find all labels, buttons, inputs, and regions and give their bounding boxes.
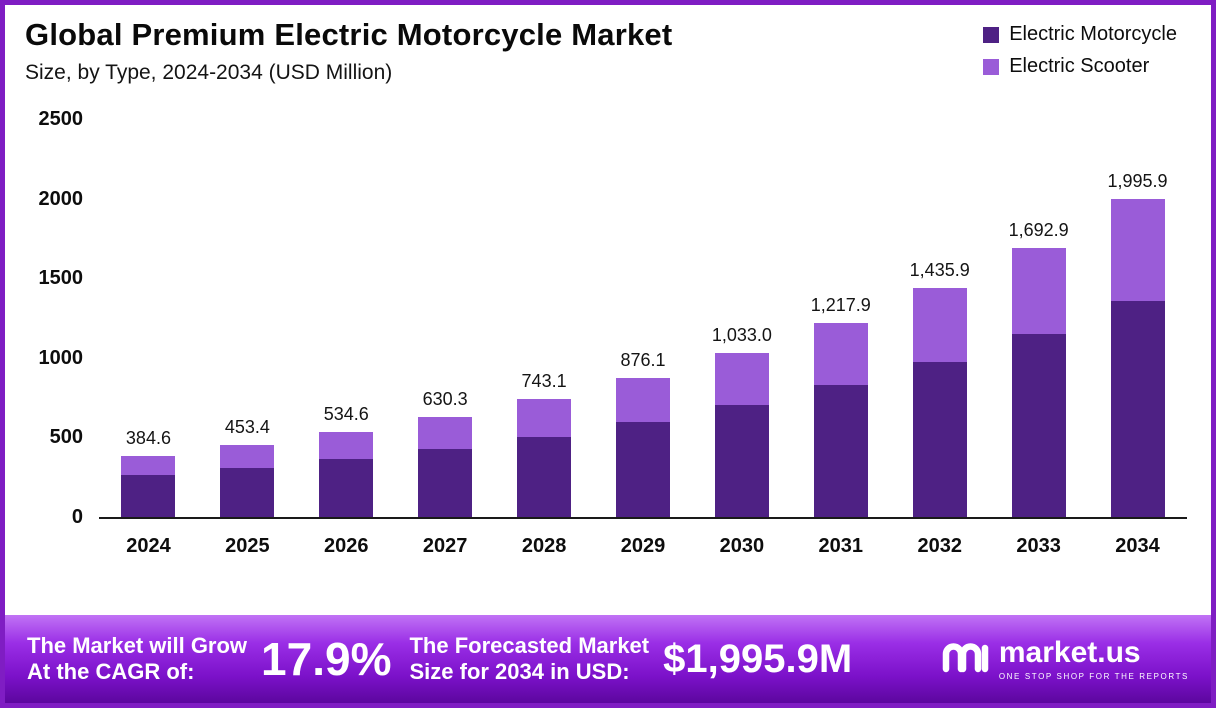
plot-area: 0 500 1000 1500 2000 2500 384.6 453.4 534.6 630.… bbox=[25, 108, 1191, 558]
bar-group: 453.4 bbox=[198, 119, 297, 517]
plot-right: 384.6 453.4 534.6 630.3 743.1 876.1 1,033.0 1,2… bbox=[99, 119, 1187, 558]
y-tick-label: 2500 bbox=[38, 108, 84, 130]
bar-segment-electric-scooter bbox=[121, 455, 176, 476]
bar-segment-electric-motorcycle bbox=[319, 459, 374, 517]
bar-total-label: 534.6 bbox=[323, 403, 369, 424]
bars-container: 384.6 453.4 534.6 630.3 743.1 876.1 1,033.0 1,2… bbox=[99, 119, 1187, 519]
bar-segment-electric-motorcycle bbox=[813, 385, 868, 517]
x-axis: 2024 2025 2026 2027 2028 2029 2030 2031 2032 2033… bbox=[99, 519, 1187, 558]
chart-section: Global Premium Electric Motorcycle Marke… bbox=[5, 5, 1211, 615]
legend-swatch bbox=[983, 26, 1000, 43]
cagr-label-line2: At the CAGR of: bbox=[27, 659, 195, 684]
forecast-label-line2: Size for 2034 in USD: bbox=[409, 659, 630, 684]
bar-total-label: 1,995.9 bbox=[1107, 171, 1168, 192]
y-tick-label: 1500 bbox=[38, 267, 84, 290]
y-axis: 0 500 1000 1500 2000 2500 bbox=[25, 108, 99, 528]
cagr-value: 17.9% bbox=[261, 633, 392, 685]
legend-swatch bbox=[983, 58, 1000, 75]
forecast-label: The Forecasted Market Size for 2034 in U… bbox=[409, 633, 649, 685]
chart-subtitle: Size, by Type, 2024-2034 (USD Million) bbox=[25, 61, 393, 84]
bar-segment-electric-scooter bbox=[1011, 247, 1066, 334]
bar-segment-electric-motorcycle bbox=[1110, 300, 1165, 517]
cagr-label: The Market will Grow At the CAGR of: bbox=[27, 633, 247, 685]
x-axis-label: 2030 bbox=[719, 535, 765, 557]
brand-name: market.us bbox=[998, 635, 1141, 669]
bar-total-label: 876.1 bbox=[620, 349, 666, 370]
bar-group: 1,995.9 bbox=[1088, 119, 1187, 517]
legend-item: Electric Motorcycle bbox=[983, 23, 1177, 46]
marketus-logo-icon bbox=[941, 641, 989, 678]
legend-label: Electric Motorcycle bbox=[1009, 23, 1177, 45]
bar-group: 630.3 bbox=[396, 119, 495, 517]
legend-label: Electric Scooter bbox=[1009, 55, 1150, 77]
x-axis-label: 2028 bbox=[521, 535, 567, 557]
bar-segment-electric-motorcycle bbox=[517, 436, 572, 517]
bar-segment-electric-scooter bbox=[418, 416, 473, 449]
title-block: Global Premium Electric Motorcycle Marke… bbox=[25, 17, 672, 85]
bar-group: 384.6 bbox=[99, 119, 198, 517]
bar-total-label: 1,033.0 bbox=[711, 324, 772, 345]
bar-total-label: 384.6 bbox=[125, 427, 171, 448]
bar-group: 534.6 bbox=[297, 119, 396, 517]
x-axis-label: 2034 bbox=[1115, 535, 1160, 557]
y-tick-label: 2000 bbox=[38, 187, 84, 210]
x-axis-label: 2029 bbox=[620, 535, 666, 557]
y-tick-label: 500 bbox=[49, 426, 83, 449]
bar-segment-electric-motorcycle bbox=[912, 361, 967, 517]
bar-segment-electric-scooter bbox=[517, 398, 572, 437]
footer-banner: The Market will Grow At the CAGR of: 17.… bbox=[5, 615, 1211, 703]
x-axis-label: 2031 bbox=[818, 535, 864, 557]
bar-segment-electric-motorcycle bbox=[220, 467, 275, 517]
legend-item: Electric Scooter bbox=[983, 55, 1177, 78]
bar-total-label: 1,435.9 bbox=[909, 260, 970, 281]
bar-segment-electric-motorcycle bbox=[1011, 333, 1066, 517]
forecast-label-line1: The Forecasted Market bbox=[409, 633, 650, 659]
bar-total-label: 1,692.9 bbox=[1008, 219, 1069, 240]
bar-segment-electric-scooter bbox=[1110, 199, 1165, 301]
brand-text: market.us ONE STOP SHOP FOR THE REPORTS bbox=[998, 635, 1189, 681]
bar-group: 1,217.9 bbox=[791, 119, 890, 517]
bar-segment-electric-scooter bbox=[220, 444, 275, 468]
bar-group: 876.1 bbox=[594, 119, 693, 517]
bar-segment-electric-scooter bbox=[714, 352, 769, 406]
bar-group: 1,692.9 bbox=[989, 119, 1088, 517]
bar-segment-electric-scooter bbox=[813, 323, 868, 386]
x-axis-label: 2024 bbox=[126, 535, 171, 557]
x-axis-label: 2033 bbox=[1016, 535, 1061, 557]
bar-total-label: 453.4 bbox=[224, 416, 270, 437]
x-axis-label: 2027 bbox=[422, 535, 468, 557]
bar-group: 1,435.9 bbox=[890, 119, 989, 517]
bar-group: 743.1 bbox=[495, 119, 594, 517]
x-axis-label: 2026 bbox=[324, 535, 369, 557]
chart-header: Global Premium Electric Motorcycle Marke… bbox=[25, 17, 1191, 87]
brand-tagline: ONE STOP SHOP FOR THE REPORTS bbox=[998, 671, 1189, 681]
bar-total-label: 1,217.9 bbox=[810, 295, 871, 316]
x-axis-label: 2032 bbox=[917, 535, 962, 557]
y-tick-label: 1000 bbox=[38, 346, 84, 369]
y-tick-label: 0 bbox=[71, 506, 83, 528]
chart-title: Global Premium Electric Motorcycle Marke… bbox=[25, 17, 673, 52]
brand-block: market.us ONE STOP SHOP FOR THE REPORTS bbox=[941, 635, 1189, 681]
bar-segment-electric-motorcycle bbox=[615, 422, 670, 517]
x-axis-label: 2025 bbox=[225, 535, 270, 557]
bar-segment-electric-scooter bbox=[319, 431, 374, 460]
bar-segment-electric-motorcycle bbox=[121, 475, 176, 517]
forecast-value: $1,995.9M bbox=[663, 636, 853, 681]
bar-total-label: 630.3 bbox=[422, 388, 468, 409]
cagr-label-line1: The Market will Grow bbox=[27, 633, 248, 659]
bar-group: 1,033.0 bbox=[692, 119, 791, 517]
bar-segment-electric-scooter bbox=[615, 377, 670, 423]
bar-segment-electric-scooter bbox=[912, 288, 967, 362]
legend: Electric Motorcycle Electric Scooter bbox=[983, 23, 1177, 87]
bar-segment-electric-motorcycle bbox=[418, 448, 473, 517]
bar-segment-electric-motorcycle bbox=[714, 405, 769, 517]
bar-total-label: 743.1 bbox=[521, 370, 567, 391]
